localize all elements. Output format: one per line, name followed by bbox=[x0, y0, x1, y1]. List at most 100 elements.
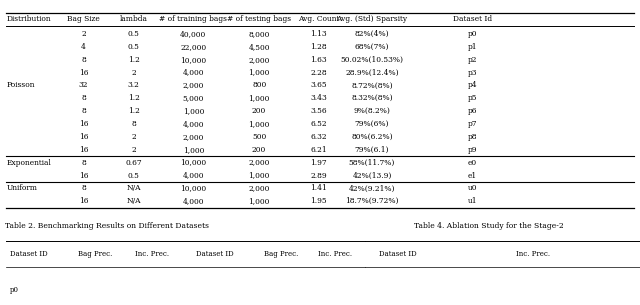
Text: 8.32%(8%): 8.32%(8%) bbox=[351, 94, 393, 102]
Text: p0: p0 bbox=[468, 30, 477, 38]
Text: 6.52: 6.52 bbox=[310, 120, 327, 128]
Text: 1,000: 1,000 bbox=[248, 197, 270, 205]
Text: N/A: N/A bbox=[127, 197, 141, 205]
Text: 2,000: 2,000 bbox=[248, 185, 270, 192]
Text: Dataset ID: Dataset ID bbox=[10, 250, 47, 258]
Text: 2.28: 2.28 bbox=[310, 69, 327, 77]
Text: 1,000: 1,000 bbox=[248, 120, 270, 128]
Text: p8: p8 bbox=[468, 133, 477, 141]
Text: 2,000: 2,000 bbox=[182, 81, 204, 89]
Text: 42%(9.21%): 42%(9.21%) bbox=[349, 185, 396, 192]
Text: 16: 16 bbox=[79, 133, 88, 141]
Text: p5: p5 bbox=[468, 94, 477, 102]
Text: # of testing bags: # of testing bags bbox=[227, 15, 291, 23]
Text: Uniform: Uniform bbox=[6, 185, 37, 192]
Text: 40,000: 40,000 bbox=[180, 30, 207, 38]
Text: 79%(6.1): 79%(6.1) bbox=[355, 146, 389, 154]
Text: 2: 2 bbox=[131, 69, 136, 77]
Text: p4: p4 bbox=[468, 81, 477, 89]
Text: 10,000: 10,000 bbox=[180, 56, 206, 64]
Text: 200: 200 bbox=[252, 107, 266, 115]
Text: 8,000: 8,000 bbox=[248, 30, 270, 38]
Text: 0.5: 0.5 bbox=[128, 171, 140, 180]
Text: 16: 16 bbox=[79, 146, 88, 154]
Text: 1.13: 1.13 bbox=[310, 30, 327, 38]
Text: 2: 2 bbox=[131, 133, 136, 141]
Text: e0: e0 bbox=[468, 159, 477, 167]
Text: p0: p0 bbox=[10, 285, 19, 294]
Text: 1,000: 1,000 bbox=[248, 69, 270, 77]
Text: Avg. (Std) Sparsity: Avg. (Std) Sparsity bbox=[337, 15, 408, 23]
Text: 16: 16 bbox=[79, 69, 88, 77]
Text: 2.89: 2.89 bbox=[310, 171, 327, 180]
Text: 1.2: 1.2 bbox=[128, 56, 140, 64]
Text: Distribution: Distribution bbox=[6, 15, 51, 23]
Text: 500: 500 bbox=[252, 133, 266, 141]
Text: u0: u0 bbox=[468, 185, 477, 192]
Text: Dataset ID: Dataset ID bbox=[196, 250, 234, 258]
Text: Avg. Count: Avg. Count bbox=[298, 15, 339, 23]
Text: Table 2. Benchmarking Results on Different Datasets: Table 2. Benchmarking Results on Differe… bbox=[4, 222, 209, 230]
Text: 8: 8 bbox=[81, 94, 86, 102]
Text: p7: p7 bbox=[468, 120, 477, 128]
Text: 28.9%(12.4%): 28.9%(12.4%) bbox=[345, 69, 399, 77]
Text: Dataset Id: Dataset Id bbox=[453, 15, 492, 23]
Text: 42%(13.9): 42%(13.9) bbox=[353, 171, 392, 180]
Text: 1,000: 1,000 bbox=[182, 107, 204, 115]
Text: Table 4. Ablation Study for the Stage-2: Table 4. Ablation Study for the Stage-2 bbox=[414, 222, 563, 230]
Text: 4,000: 4,000 bbox=[182, 197, 204, 205]
Text: 4: 4 bbox=[81, 43, 86, 51]
Text: 4,000: 4,000 bbox=[182, 69, 204, 77]
Text: Exponential: Exponential bbox=[6, 159, 51, 167]
Text: 1,000: 1,000 bbox=[248, 94, 270, 102]
Text: 9%(8.2%): 9%(8.2%) bbox=[354, 107, 390, 115]
Text: 2,000: 2,000 bbox=[248, 159, 270, 167]
Text: p2: p2 bbox=[468, 56, 477, 64]
Text: 8: 8 bbox=[81, 185, 86, 192]
Text: 3.56: 3.56 bbox=[310, 107, 327, 115]
Text: 800: 800 bbox=[252, 81, 266, 89]
Text: 2,000: 2,000 bbox=[182, 133, 204, 141]
Text: 82%(4%): 82%(4%) bbox=[355, 30, 389, 38]
Text: Bag Size: Bag Size bbox=[67, 15, 100, 23]
Text: p1: p1 bbox=[468, 43, 477, 51]
Text: 8: 8 bbox=[81, 56, 86, 64]
Text: 1.63: 1.63 bbox=[310, 56, 327, 64]
Text: 10,000: 10,000 bbox=[180, 159, 206, 167]
Text: 0.5: 0.5 bbox=[128, 30, 140, 38]
Text: 5,000: 5,000 bbox=[182, 94, 204, 102]
Text: Inc. Prec.: Inc. Prec. bbox=[318, 250, 353, 258]
Text: 16: 16 bbox=[79, 120, 88, 128]
Text: 10,000: 10,000 bbox=[180, 185, 206, 192]
Text: Inc. Prec.: Inc. Prec. bbox=[516, 250, 550, 258]
Text: 4,000: 4,000 bbox=[182, 120, 204, 128]
Text: 1,000: 1,000 bbox=[182, 146, 204, 154]
Text: # of training bags: # of training bags bbox=[159, 15, 227, 23]
Text: p6: p6 bbox=[468, 107, 477, 115]
Text: p9: p9 bbox=[468, 146, 477, 154]
Text: Dataset ID: Dataset ID bbox=[378, 250, 416, 258]
Text: 32: 32 bbox=[79, 81, 88, 89]
Text: 1.97: 1.97 bbox=[310, 159, 327, 167]
Text: e1: e1 bbox=[468, 171, 477, 180]
Text: 200: 200 bbox=[252, 146, 266, 154]
Text: 6.21: 6.21 bbox=[310, 146, 327, 154]
Text: 18.7%(9.72%): 18.7%(9.72%) bbox=[346, 197, 399, 205]
Text: 8: 8 bbox=[131, 120, 136, 128]
Text: u1: u1 bbox=[468, 197, 477, 205]
Text: 4,000: 4,000 bbox=[182, 171, 204, 180]
Text: 3.2: 3.2 bbox=[128, 81, 140, 89]
Text: 16: 16 bbox=[79, 171, 88, 180]
Text: 8: 8 bbox=[81, 159, 86, 167]
Text: 0.5: 0.5 bbox=[128, 43, 140, 51]
Text: 16: 16 bbox=[79, 197, 88, 205]
Text: 79%(6%): 79%(6%) bbox=[355, 120, 389, 128]
Text: p3: p3 bbox=[468, 69, 477, 77]
Text: Inc. Prec.: Inc. Prec. bbox=[136, 250, 170, 258]
Text: 22,000: 22,000 bbox=[180, 43, 206, 51]
Text: 1.28: 1.28 bbox=[310, 43, 327, 51]
Text: 4,500: 4,500 bbox=[248, 43, 270, 51]
Text: 80%(6.2%): 80%(6.2%) bbox=[351, 133, 393, 141]
Text: 8: 8 bbox=[81, 107, 86, 115]
Text: 1,000: 1,000 bbox=[248, 171, 270, 180]
